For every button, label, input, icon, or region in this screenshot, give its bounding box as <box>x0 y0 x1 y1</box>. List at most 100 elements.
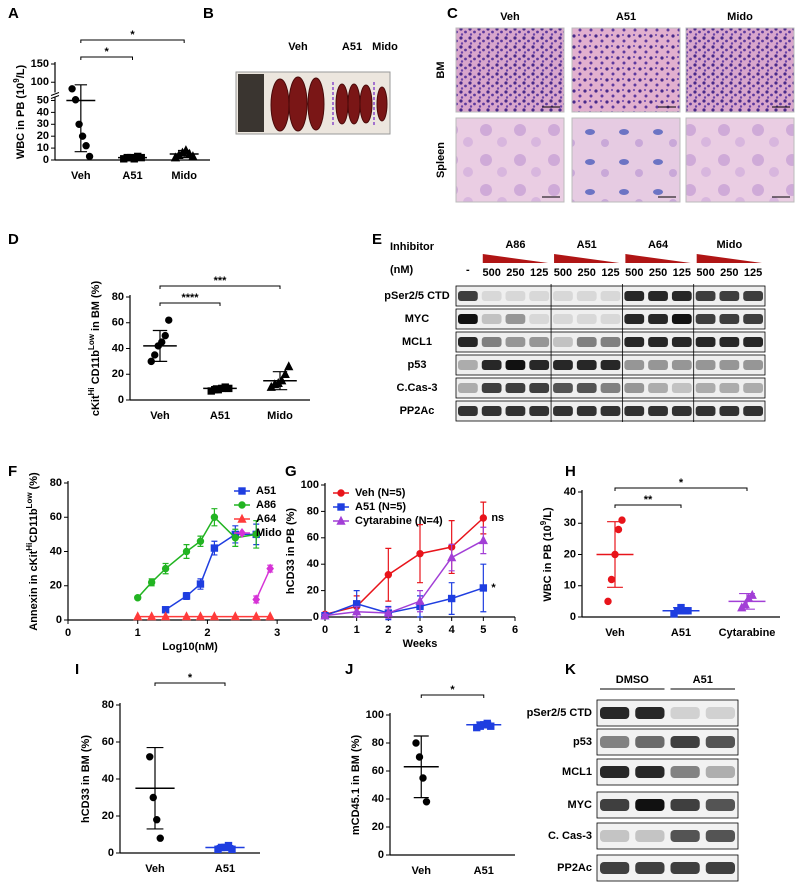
axis-break <box>50 92 60 99</box>
dose-label: 250 <box>578 267 596 279</box>
blot-band <box>705 707 735 719</box>
data-point <box>336 515 346 525</box>
panel-letter: E <box>372 231 382 248</box>
data-point <box>479 514 488 522</box>
blot-band <box>719 291 740 301</box>
spleen <box>376 86 388 122</box>
histology-image <box>455 117 565 203</box>
column-label: Veh <box>500 11 520 23</box>
blot-band <box>600 799 630 811</box>
data-point <box>161 331 169 340</box>
blot-band <box>505 360 526 370</box>
spleen <box>347 83 361 125</box>
significance-bracket <box>420 694 485 698</box>
y-tick-label: 0 <box>378 849 384 861</box>
blot-band <box>635 766 665 778</box>
blot-band <box>600 707 630 719</box>
y-tick-label: 0 <box>313 611 319 623</box>
y-tick-label: 30 <box>564 517 576 529</box>
blot-band <box>648 406 668 416</box>
data-point <box>82 142 90 150</box>
histology-image <box>455 27 565 113</box>
row-label: pSer2/5 CTD <box>527 707 592 719</box>
group-label: A86 <box>505 239 525 251</box>
dose-wedge <box>625 254 691 263</box>
y-tick-label: 20 <box>564 548 576 560</box>
y-tick-label: 80 <box>307 505 319 517</box>
y-tick-label: 40 <box>564 486 576 498</box>
panel-letter: A <box>8 5 19 22</box>
data-point <box>134 594 142 602</box>
dose-label: 250 <box>720 267 738 279</box>
x-tick-label: 2 <box>385 624 391 636</box>
group-label: A51 <box>577 239 597 251</box>
blot-band <box>624 314 645 324</box>
superscript: Hi <box>25 543 34 551</box>
blot-band <box>505 314 526 324</box>
y-tick-label: 10 <box>37 142 49 154</box>
y-tick-label: 60 <box>50 511 62 523</box>
y-tick-label: 40 <box>307 558 319 570</box>
blot-band <box>743 360 763 370</box>
ruler <box>238 74 264 132</box>
significance-label: **** <box>181 292 199 304</box>
label-part: hCD33 in BM (%) <box>80 735 92 823</box>
superscript: Hi <box>87 387 96 395</box>
series-line <box>324 539 484 617</box>
y-axis-label: hCD33 in PB (%) <box>285 508 297 595</box>
blot-band <box>553 360 573 370</box>
data-point <box>147 578 156 587</box>
y-tick-label: 100 <box>31 76 49 88</box>
sample-label: A51 <box>342 41 362 53</box>
label-part: (%) <box>28 472 40 493</box>
row-label: p53 <box>573 736 592 748</box>
dose-label: 125 <box>673 267 691 279</box>
spleen <box>270 78 290 132</box>
legend-label: Veh (N=5) <box>355 487 406 499</box>
y-tick-label: 100 <box>366 709 384 721</box>
blot-band <box>529 360 550 370</box>
data-point <box>156 834 164 842</box>
blot-band <box>648 383 668 393</box>
axis-break-gap <box>51 92 59 98</box>
label-part: hCD33 in PB (%) <box>285 508 297 595</box>
blot-band <box>553 337 573 347</box>
x-tick-label: Mido <box>171 170 197 182</box>
blot-band <box>743 337 763 347</box>
label-part: CD11b <box>90 350 102 388</box>
significance-label: * <box>130 29 135 41</box>
superscript: Low <box>25 492 34 509</box>
x-tick-label: 3 <box>274 627 280 639</box>
data-point <box>320 610 330 620</box>
significance-label: * <box>679 477 684 489</box>
label-part: in BM (%) <box>90 281 102 334</box>
blot-band <box>648 291 668 301</box>
x-tick-label: 0 <box>65 627 71 639</box>
x-tick-label: 5 <box>480 624 486 636</box>
blot-band <box>458 406 478 416</box>
label-part: Annexin in cKit <box>28 550 40 630</box>
spleen <box>335 83 349 125</box>
histology-image <box>571 27 681 113</box>
y-axis-label: cKitHi CD11bLow in BM (%) <box>87 281 102 417</box>
row-label: MCL1 <box>562 766 592 778</box>
blot-band <box>600 314 621 324</box>
group-label: Mido <box>717 239 743 251</box>
x-tick-label: 2 <box>204 627 210 639</box>
y-tick-label: 20 <box>307 585 319 597</box>
control-label: - <box>466 264 470 276</box>
legend-label: Cytarabine (N=4) <box>355 515 443 527</box>
blot-band <box>505 291 526 301</box>
blot-band <box>576 360 597 370</box>
data-point <box>230 611 240 621</box>
data-point <box>196 580 205 588</box>
blot-band <box>635 830 665 842</box>
blot-band <box>624 360 645 370</box>
label-part: CD11b <box>28 508 40 543</box>
panel-letter: I <box>75 661 79 678</box>
panel-letter: H <box>565 463 576 480</box>
inhibitor-label: Inhibitor <box>390 241 435 253</box>
blot-band <box>743 314 763 324</box>
blot-band <box>458 314 478 324</box>
unit-label: (nM) <box>390 264 414 276</box>
